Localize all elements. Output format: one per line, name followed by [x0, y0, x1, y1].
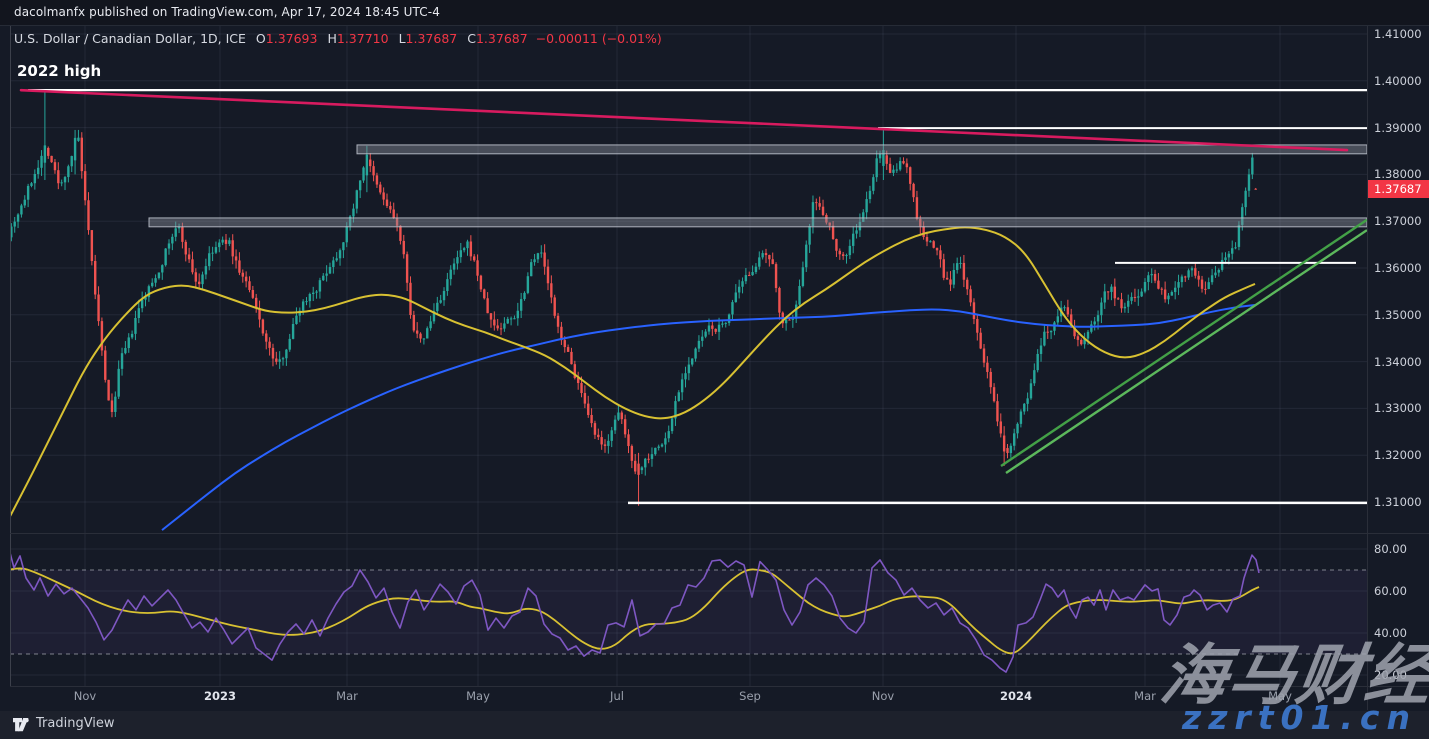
last-price-label: 1.37687	[1368, 180, 1429, 198]
price-tick: 1.41000	[1374, 27, 1422, 41]
supply-zone	[149, 218, 1367, 227]
chart-area[interactable]: U.S. Dollar / Canadian Dollar, 1D, ICEO1…	[0, 26, 1429, 711]
price-tick: 1.36000	[1374, 261, 1422, 275]
rsi-tick: 60.00	[1374, 584, 1407, 598]
time-tick: 2023	[204, 689, 236, 703]
symbol-readout: U.S. Dollar / Canadian Dollar, 1D, ICEO1…	[14, 31, 662, 46]
price-tick: 1.35000	[1374, 308, 1422, 322]
time-tick: Mar	[1134, 689, 1156, 703]
time-tick: Mar	[336, 689, 358, 703]
tradingview-published-chart: dacolmanfx published on TradingView.com,…	[0, 0, 1429, 739]
price-tick: 1.37000	[1374, 214, 1422, 228]
ohlc-field-O: O1.37693	[256, 31, 318, 46]
price-tick: 1.39000	[1374, 121, 1422, 135]
ohlc-values: O1.37693 H1.37710 L1.37687 C1.37687	[246, 31, 528, 46]
price-tick: 1.40000	[1374, 74, 1422, 88]
price-tick: 1.31000	[1374, 495, 1422, 509]
chart-canvas[interactable]	[0, 26, 1429, 711]
supply-zone	[357, 145, 1367, 154]
symbol-title[interactable]: U.S. Dollar / Canadian Dollar, 1D, ICE	[14, 31, 246, 46]
annotation-2022-high: 2022 high	[17, 62, 101, 80]
watermark-url: zzrt01.cn	[1182, 698, 1417, 737]
price-tick: 1.34000	[1374, 355, 1422, 369]
time-tick: Nov	[872, 689, 894, 703]
ohlc-field-H: H1.37710	[327, 31, 388, 46]
time-tick: Sep	[739, 689, 761, 703]
price-tick: 1.32000	[1374, 448, 1422, 462]
price-tick: 1.33000	[1374, 401, 1422, 415]
time-tick: Nov	[74, 689, 96, 703]
ohlc-field-L: L1.37687	[399, 31, 458, 46]
time-tick: Jul	[610, 689, 624, 703]
time-tick: 2024	[1000, 689, 1032, 703]
publish-info: dacolmanfx published on TradingView.com,…	[14, 5, 440, 19]
time-tick: May	[466, 689, 490, 703]
tradingview-brand[interactable]: TradingView	[36, 716, 115, 731]
rsi-tick: 80.00	[1374, 542, 1407, 556]
publish-bar: dacolmanfx published on TradingView.com,…	[0, 0, 1429, 26]
change-value: −0.00011 (−0.01%)	[536, 31, 662, 46]
ohlc-field-C: C1.37687	[467, 31, 527, 46]
